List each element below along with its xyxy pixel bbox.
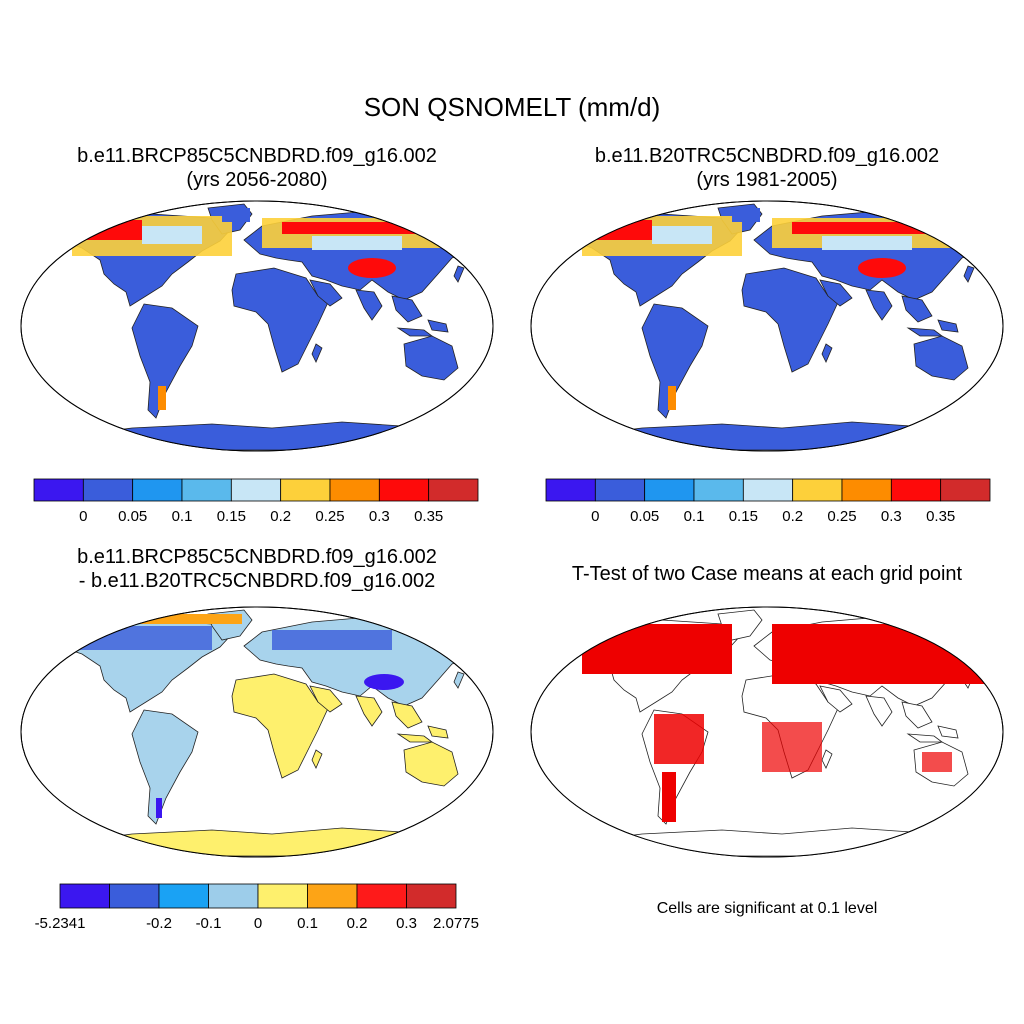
map-panel-1 <box>20 200 494 452</box>
colorbar-panel2: 0 0.05 0.1 0.15 0.2 0.25 0.3 0.35 <box>545 478 991 525</box>
colorbar-panel1: 0 0.05 0.1 0.15 0.2 0.25 0.3 0.35 <box>33 478 479 525</box>
colorbar-panel2-swatch <box>545 478 596 502</box>
panel2-subtitle: (yrs 1981-2005) <box>696 169 838 191</box>
panel2-title: b.e11.B20TRC5CNBDRD.f09_g16.002 <box>594 145 940 167</box>
colorbar-panel2-swatch <box>644 478 695 502</box>
colorbar-panel1-swatch <box>280 478 331 502</box>
map-panels <box>20 200 1004 858</box>
colorbar-diff-swatch <box>307 883 358 909</box>
colorbar-panel2-swatch <box>693 478 744 502</box>
colorbar-diff-tick-label: -0.1 <box>196 915 222 932</box>
colorbar-panel1-swatch <box>428 478 479 502</box>
colorbars: 0 0.05 0.1 0.15 0.2 0.25 0.3 0.35 0 0.05 0.1 0.15 0.… <box>33 478 991 932</box>
colorbar-panel2-tick-label: 0.25 <box>827 508 856 525</box>
colorbar-diff-swatch <box>406 883 457 909</box>
colorbar-diff-swatch <box>158 883 209 909</box>
colorbar-panel1-swatch <box>33 478 84 502</box>
colorbar-panel1-swatch <box>230 478 282 502</box>
colorbar-diff-tick-label: 0 <box>254 915 262 932</box>
colorbar-diff: -5.2341 -0.2 -0.1 0 0.1 0.2 0.3 2.0775 <box>35 883 479 932</box>
colorbar-panel2-tick-label: 0 <box>591 508 599 525</box>
landmass-nz <box>985 781 995 797</box>
colorbar-panel1-swatch <box>132 478 183 502</box>
colorbar-diff-tick-label: -0.2 <box>146 915 172 932</box>
colorbar-panel2-swatch <box>792 478 843 502</box>
landmass-nz <box>475 375 485 391</box>
map-panel-3 <box>20 606 494 858</box>
colorbar-diff-tick-label: 0.1 <box>297 915 318 932</box>
colorbar-diff-swatch <box>109 883 160 909</box>
colorbar-diff-swatch <box>208 883 259 909</box>
globe-border <box>530 606 1004 858</box>
colorbar-panel1-swatch <box>378 478 430 502</box>
colorbar-panel1-swatch <box>82 478 134 502</box>
globe-border <box>530 200 1004 452</box>
colorbar-diff-swatch <box>356 883 407 909</box>
colorbar-panel2-swatch <box>594 478 646 502</box>
colorbar-diff-tick-label: 0.3 <box>396 915 417 932</box>
colorbar-diff-tick-label: 2.0775 <box>433 915 479 932</box>
colorbar-panel2-tick-label: 0.35 <box>926 508 955 525</box>
significance-note: Cells are significant at 0.1 level <box>656 900 878 917</box>
map-panel-4 <box>530 606 1004 858</box>
map-panel-2 <box>530 200 1004 452</box>
colorbar-diff-swatch <box>257 883 308 909</box>
colorbar-panel1-tick-label: 0.35 <box>414 508 443 525</box>
panel1-subtitle: (yrs 2056-2080) <box>186 169 328 191</box>
landmass-nz <box>985 375 995 391</box>
colorbar-panel1-swatch <box>181 478 232 502</box>
colorbar-panel2-tick-label: 0.3 <box>881 508 902 525</box>
colorbar-diff-tick-label: -5.2341 <box>35 915 86 932</box>
colorbar-panel1-tick-label: 0.05 <box>118 508 147 525</box>
colorbar-panel2-tick-label: 0.15 <box>729 508 758 525</box>
colorbar-diff-swatch <box>59 883 110 909</box>
colorbar-panel2-swatch <box>940 478 991 502</box>
colorbar-panel2-tick-label: 0.2 <box>782 508 803 525</box>
panel3-title: b.e11.BRCP85C5CNBDRD.f09_g16.002 <box>77 546 437 568</box>
landmass-nz <box>475 781 485 797</box>
figure-title: SON QSNOMELT (mm/d) <box>363 92 661 122</box>
panel3-subtitle: - b.e11.B20TRC5CNBDRD.f09_g16.002 <box>78 570 436 592</box>
colorbar-panel2-swatch <box>742 478 794 502</box>
panel1-title: b.e11.BRCP85C5CNBDRD.f09_g16.002 <box>77 145 437 167</box>
colorbar-panel2-tick-label: 0.05 <box>630 508 659 525</box>
colorbar-panel1-tick-label: 0.1 <box>172 508 193 525</box>
colorbar-panel1-tick-label: 0.3 <box>369 508 390 525</box>
colorbar-diff-tick-label: 0.2 <box>347 915 368 932</box>
colorbar-panel1-tick-label: 0.25 <box>315 508 344 525</box>
colorbar-panel1-tick-label: 0.2 <box>270 508 291 525</box>
colorbar-panel1-swatch <box>329 478 380 502</box>
colorbar-panel2-swatch <box>890 478 942 502</box>
globe-border <box>20 606 494 858</box>
panel4-title: T-Test of two Case means at each grid po… <box>571 563 963 585</box>
colorbar-panel1-tick-label: 0.15 <box>217 508 246 525</box>
colorbar-panel2-swatch <box>841 478 892 502</box>
globe-border <box>20 200 494 452</box>
colorbar-panel2-tick-label: 0.1 <box>684 508 705 525</box>
colorbar-panel1-tick-label: 0 <box>79 508 87 525</box>
